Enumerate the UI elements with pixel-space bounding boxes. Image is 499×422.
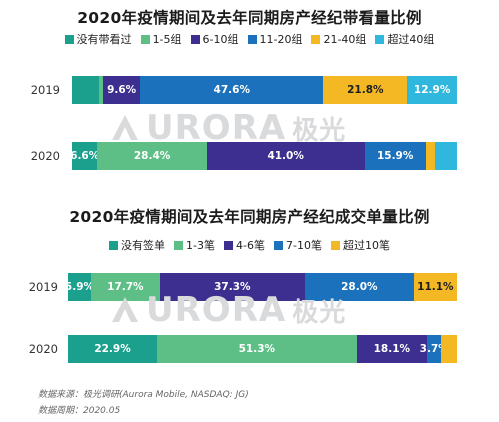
bar-segment: 3.7%: [420, 335, 449, 363]
bar-segment: 22.9%: [68, 335, 158, 363]
bar-segment: 17.7%: [90, 273, 160, 301]
data-label: 15.9%: [376, 150, 414, 162]
legend-swatch: [109, 240, 119, 250]
data-label: 11.1%: [417, 281, 454, 293]
period-line: 数据周期：2020.05: [38, 406, 121, 416]
legend-label: 超过10笔: [342, 239, 390, 252]
legend-swatch: [190, 34, 200, 44]
bar-segment: 11.1%: [413, 273, 457, 301]
legend-swatch: [140, 34, 150, 44]
legend-item: 21-40组: [311, 31, 366, 47]
chart2-title: 2020年疫情期间及去年同期房产经纪成交单量比例: [69, 208, 430, 226]
legend-item: 6-10组: [190, 31, 239, 47]
data-label: 28.0%: [341, 281, 378, 293]
legend-label: 6-10组: [202, 33, 239, 46]
legend-label: 11-20组: [259, 33, 303, 46]
legend-swatch: [375, 34, 385, 44]
aurora-logo-icon: [112, 115, 138, 140]
bar-segment: [441, 335, 457, 363]
bar-segment: 41.0%: [206, 142, 365, 170]
data-label: 17.7%: [107, 281, 144, 293]
bar-segment: 37.3%: [159, 273, 305, 301]
legend-swatch: [273, 240, 283, 250]
data-label: 47.6%: [213, 84, 250, 96]
data-label: 37.3%: [214, 281, 251, 293]
bar-segment: 28.4%: [97, 142, 207, 170]
legend-label: 超过40组: [387, 33, 435, 46]
legend-swatch: [330, 240, 340, 250]
legend-item: 1-5组: [140, 31, 182, 47]
chart2-year-2020: 2020: [28, 342, 58, 356]
bar-segment: 9.6%: [103, 76, 141, 104]
watermark-suffix: 极光: [292, 115, 347, 146]
data-label: 9.6%: [107, 84, 137, 96]
legend-item: 超过40组: [375, 31, 434, 47]
legend-item: 1-3笔: [174, 237, 215, 253]
legend-label: 1-3笔: [186, 239, 216, 252]
legend-item: 没有签单: [109, 237, 165, 253]
bar-segment: [435, 142, 457, 170]
legend-label: 没有带看过: [76, 33, 132, 46]
legend-label: 没有签单: [121, 239, 166, 252]
legend-label: 4-6笔: [236, 239, 265, 252]
data-label: 5.9%: [64, 281, 95, 293]
legend-swatch: [311, 34, 321, 44]
legend-label: 1-5组: [152, 33, 182, 46]
data-label: 22.9%: [94, 343, 131, 355]
bar-segment: 15.9%: [364, 142, 426, 170]
legend-label: 21-40组: [323, 33, 367, 46]
chart1-year-2019: 2019: [30, 83, 60, 97]
bar-segment: 5.9%: [64, 273, 95, 301]
bar-segment: 18.1%: [356, 335, 428, 363]
data-label: 51.3%: [238, 343, 276, 355]
legend-swatch: [174, 240, 184, 250]
bar-segment: 47.6%: [140, 76, 324, 104]
bar-segment: 51.3%: [157, 335, 357, 363]
legend-item: 超过10笔: [330, 237, 390, 253]
chart2-legend: 没有签单 1-3笔 4-6笔 7-10笔 超过10笔: [0, 237, 499, 253]
legend-swatch: [247, 34, 257, 44]
data-label: 28.4%: [133, 150, 171, 162]
data-label: 18.1%: [373, 343, 411, 355]
bar-segment: 21.8%: [323, 76, 408, 104]
legend-swatch: [224, 240, 234, 250]
chart2-bar-2019: 5.9% 17.7% 37.3% 28.0% 11.1%: [64, 273, 457, 301]
bar-segment: 6.6%: [70, 142, 100, 170]
chart2-bar-2020: 22.9% 51.3% 18.1% 3.7%: [68, 335, 457, 363]
chart1-legend: 没有带看过 1-5组 6-10组 11-20组 21-40组 超过40组: [0, 31, 499, 47]
chart1-bar-2020: 6.6% 28.4% 41.0% 15.9%: [70, 142, 457, 170]
data-label: 41.0%: [267, 150, 304, 162]
data-label: 21.8%: [347, 84, 384, 96]
chart1-bar-2019: 9.6% 47.6% 21.8% 12.9%: [72, 76, 457, 104]
chart1-title: 2020年疫情期间及去年同期房产经纪带看量比例: [77, 9, 422, 27]
legend-item: 11-20组: [247, 31, 303, 47]
bar-segment: [425, 142, 436, 170]
data-label: 12.9%: [413, 84, 451, 96]
chart1-year-2020: 2020: [30, 149, 60, 163]
chart2-year-2019: 2019: [28, 280, 58, 294]
bar-segment: 12.9%: [407, 76, 457, 104]
legend-item: 4-6笔: [224, 237, 265, 253]
bar-segment: 28.0%: [304, 273, 414, 301]
legend-item: 没有带看过: [64, 31, 132, 47]
legend-swatch: [64, 34, 74, 44]
bar-segment: [72, 76, 100, 104]
legend-label: 7-10笔: [285, 239, 322, 252]
bar-segment: [99, 76, 104, 104]
source-line: 数据来源：极光调研(Aurora Mobile, NASDAQ: JG): [38, 390, 249, 400]
data-label: 6.6%: [70, 150, 100, 162]
legend-item: 7-10笔: [273, 237, 322, 253]
